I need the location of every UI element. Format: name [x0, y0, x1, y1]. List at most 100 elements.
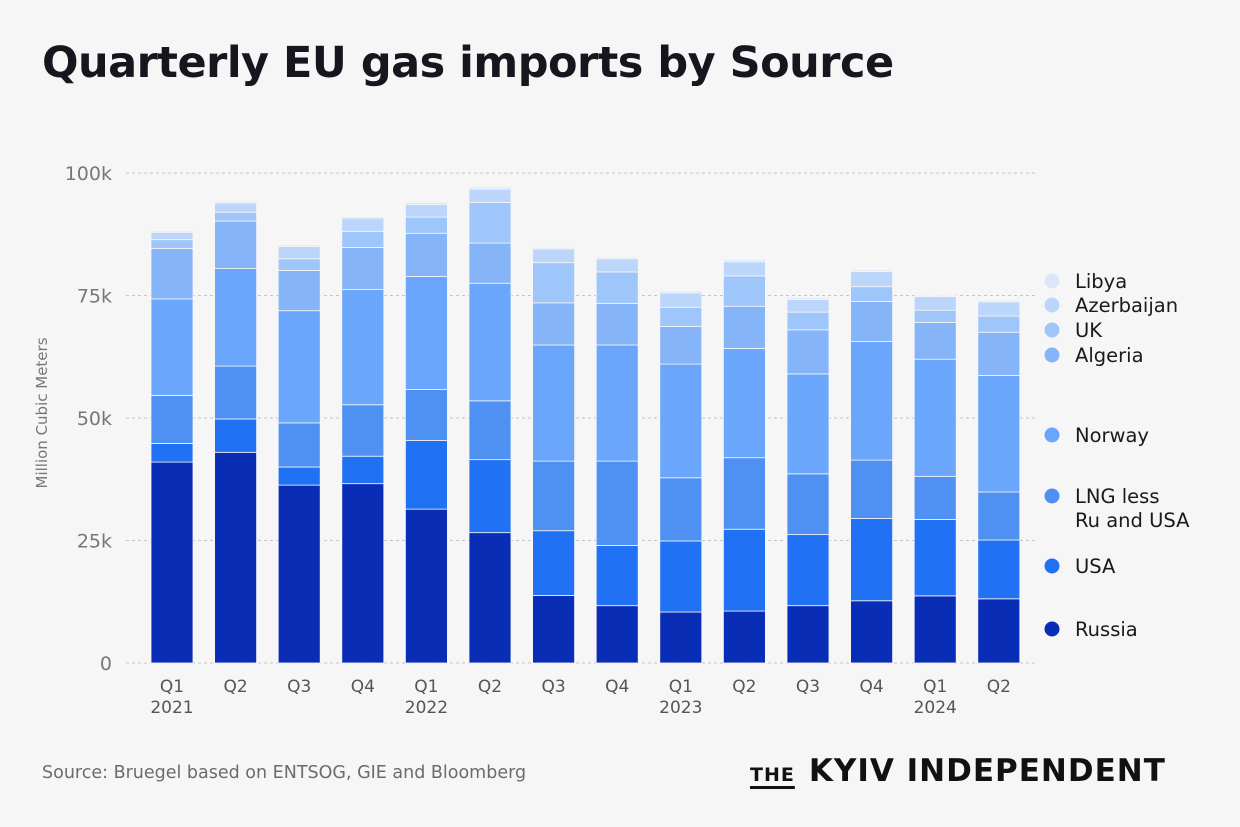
bar-segment-uk: [659, 306, 703, 327]
y-tick-label: 75k: [77, 286, 112, 308]
bar-segment-libya: [595, 256, 639, 260]
bars: [150, 186, 1021, 664]
bar-segment-uk: [468, 201, 512, 244]
bar-segment-azerbaijan: [595, 258, 639, 273]
legend-label: LNG less: [1075, 485, 1160, 508]
bar-segment-uk: [977, 315, 1021, 333]
bar-segment-azerbaijan: [150, 231, 194, 241]
y-axis-title: Million Cubic Meters: [33, 337, 51, 488]
bar-segment-russia: [277, 484, 321, 664]
bar-segment-azerbaijan: [277, 246, 321, 260]
bar-segment-norway: [468, 282, 512, 402]
bar-segment-algeria: [214, 220, 258, 269]
bar-segment-algeria: [786, 329, 830, 375]
bar-segment-libya: [659, 290, 703, 294]
x-tick-label: Q4: [605, 677, 629, 697]
bar-segment-norway: [595, 344, 639, 462]
bar-segment-norway: [532, 344, 575, 462]
bar-segment-libya: [277, 244, 321, 247]
bar-segment-usa: [723, 528, 766, 612]
bar-segment-lng-less-ru-and-usa: [150, 395, 194, 444]
bar-segment-azerbaijan: [786, 299, 830, 313]
x-tick-year-label: 2022: [405, 698, 448, 718]
x-tick-label: Q1: [414, 677, 438, 697]
bar-segment-azerbaijan: [341, 217, 385, 232]
bar-segment-norway: [277, 310, 321, 424]
legend-swatch: [1044, 273, 1060, 289]
bar-segment-algeria: [150, 248, 194, 300]
bar-segment-algeria: [404, 232, 448, 277]
bar-segment-lng-less-ru-and-usa: [532, 460, 575, 532]
bar-segment-usa: [214, 418, 258, 453]
x-tick-year-label: 2021: [150, 698, 193, 718]
legend-label: Algeria: [1075, 344, 1144, 367]
bar-segment-usa: [468, 459, 512, 534]
bar-segment-norway: [404, 275, 448, 390]
bar-segment-usa: [150, 443, 194, 463]
x-tick-label: Q2: [223, 677, 247, 697]
bar-segment-uk: [532, 262, 575, 304]
bar-segment-azerbaijan: [214, 202, 258, 213]
bar-segment-russia: [786, 605, 830, 664]
x-tick-year-label: 2024: [914, 698, 957, 718]
bar-segment-uk: [214, 211, 258, 222]
kyiv-independent-logo: THE KYIV INDEPENDENT: [750, 753, 1166, 789]
bar-segment-norway: [850, 341, 893, 461]
bar-segment-lng-less-ru-and-usa: [277, 422, 321, 468]
bar-segment-algeria: [532, 302, 575, 346]
bar-segment-russia: [150, 461, 194, 664]
x-tick-label: Q2: [732, 677, 756, 697]
bar-segment-norway: [723, 348, 766, 459]
bar-segment-algeria: [595, 302, 639, 346]
y-tick-label: 25k: [77, 531, 112, 553]
bar-segment-libya: [468, 186, 512, 190]
bar-segment-libya: [723, 259, 766, 263]
bar-segment-lng-less-ru-and-usa: [850, 459, 893, 519]
bar-segment-azerbaijan: [850, 271, 893, 288]
bar-segment-algeria: [341, 247, 385, 291]
legend-swatch: [1044, 427, 1060, 443]
bar-segment-algeria: [913, 322, 957, 360]
bar-segment-russia: [404, 508, 448, 664]
bar-segment-norway: [214, 268, 258, 367]
bar-segment-lng-less-ru-and-usa: [468, 400, 512, 461]
x-tick-label: Q3: [796, 677, 820, 697]
bar-segment-russia: [214, 451, 258, 664]
bar-segment-lng-less-ru-and-usa: [723, 457, 766, 530]
x-tick-label: Q4: [351, 677, 375, 697]
bar-segment-uk: [277, 258, 321, 271]
bar-segment-norway: [977, 374, 1021, 493]
bar-segment-lng-less-ru-and-usa: [659, 477, 703, 542]
bar-segment-azerbaijan: [532, 248, 575, 264]
bar-segment-lng-less-ru-and-usa: [786, 473, 830, 536]
x-tick-label: Q1: [160, 677, 184, 697]
legend-label: Norway: [1075, 424, 1149, 447]
bar-segment-algeria: [277, 270, 321, 312]
legend-swatch: [1044, 322, 1060, 338]
bar-segment-lng-less-ru-and-usa: [214, 365, 258, 420]
bar-segment-libya: [850, 269, 893, 272]
x-tick-label: Q2: [478, 677, 502, 697]
legend-swatch: [1044, 297, 1060, 313]
bar-segment-russia: [850, 600, 893, 664]
bar-segment-uk: [786, 311, 830, 331]
legend-label: Russia: [1075, 618, 1138, 641]
bar-segment-usa: [595, 545, 639, 607]
bar-segment-algeria: [977, 331, 1021, 376]
bar-segment-algeria: [468, 242, 512, 284]
bar-segment-norway: [659, 363, 703, 479]
bar-segment-uk: [341, 230, 385, 248]
legend-label: Azerbaijan: [1075, 294, 1178, 317]
bar-segment-usa: [532, 530, 575, 596]
bar-segment-uk: [913, 309, 957, 323]
bar-segment-norway: [150, 298, 194, 396]
legend-swatch: [1044, 558, 1060, 574]
x-tick-year-label: 2023: [659, 698, 702, 718]
bar-segment-usa: [341, 455, 385, 485]
brand-the: THE: [750, 764, 795, 786]
y-tick-label: 100k: [65, 163, 112, 185]
bar-segment-russia: [595, 605, 639, 664]
bar-segment-norway: [341, 289, 385, 406]
y-tick-label: 50k: [77, 408, 112, 430]
